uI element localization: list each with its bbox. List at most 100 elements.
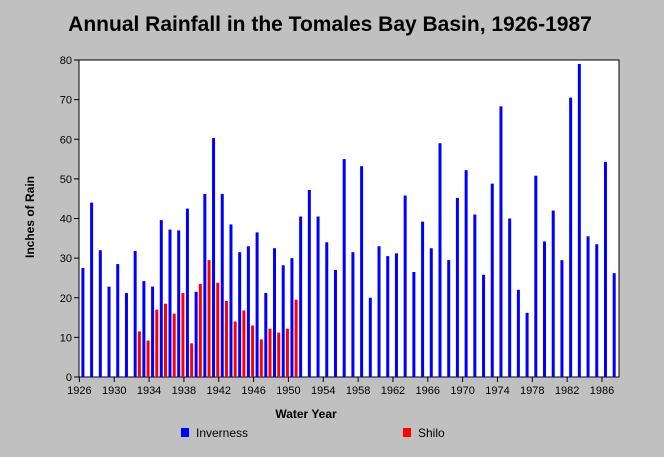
bar-inverness-1980 — [551, 210, 555, 377]
y-axis-label: Inches of Rain — [23, 176, 37, 258]
bar-inverness-1946 — [255, 232, 259, 377]
bar-inverness-1949 — [281, 265, 285, 377]
y-tick-label: 10 — [60, 332, 72, 344]
y-tick-label: 70 — [60, 95, 72, 107]
bar-inverness-1961 — [386, 256, 390, 377]
bar-inverness-1985 — [595, 244, 599, 377]
bar-shilo-1939 — [190, 343, 194, 377]
legend-swatch-shilo — [403, 428, 411, 437]
bar-shilo-1942 — [216, 282, 220, 377]
x-tick-label: 1978 — [520, 385, 544, 397]
bar-shilo-1948 — [268, 328, 272, 377]
bar-inverness-1964 — [412, 271, 416, 377]
bar-inverness-1947 — [264, 293, 268, 377]
x-tick-label: 1926 — [67, 385, 91, 397]
legend: Inverness Shilo — [181, 426, 445, 440]
bar-inverness-1979 — [543, 241, 547, 377]
bar-shilo-1946 — [251, 325, 255, 377]
x-tick-label: 1966 — [416, 385, 440, 397]
bar-inverness-1926 — [81, 268, 85, 377]
bar-inverness-1983 — [577, 63, 581, 378]
x-tick-label: 1942 — [207, 385, 231, 397]
legend-label-inverness: Inverness — [196, 426, 248, 440]
x-tick-label: 1982 — [555, 385, 579, 397]
bar-inverness-1941 — [212, 138, 216, 377]
chart-title: Annual Rainfall in the Tomales Bay Basin… — [68, 13, 592, 36]
y-tick-label: 30 — [60, 253, 72, 265]
bar-inverness-1972 — [482, 274, 486, 377]
bar-inverness-1954 — [325, 242, 329, 377]
bar-inverness-1930 — [116, 264, 120, 377]
bar-shilo-1936 — [164, 303, 167, 377]
bar-inverness-1948 — [273, 248, 277, 377]
bar-inverness-1987 — [612, 273, 616, 377]
bar-inverness-1969 — [455, 197, 459, 377]
bar-shilo-1947 — [259, 339, 263, 377]
bar-inverness-1935 — [159, 220, 163, 377]
bar-inverness-1943 — [229, 224, 233, 377]
bar-shilo-1950 — [285, 328, 289, 377]
bar-inverness-1950 — [290, 258, 294, 378]
bar-shilo-1945 — [242, 310, 246, 377]
x-tick-label: 1934 — [137, 385, 161, 397]
bar-inverness-1927 — [90, 202, 94, 377]
bar-inverness-1959 — [368, 297, 372, 377]
bar-inverness-1967 — [438, 143, 442, 377]
bar-inverness-1974 — [499, 106, 503, 378]
bar-inverness-1965 — [421, 221, 425, 377]
bar-inverness-1938 — [185, 208, 189, 377]
bar-inverness-1970 — [464, 170, 468, 377]
bar-inverness-1960 — [377, 246, 381, 377]
bar-inverness-1982 — [569, 97, 573, 377]
bar-shilo-1940 — [198, 283, 202, 377]
bar-shilo-1937 — [172, 313, 176, 377]
bar-shilo-1935 — [155, 309, 159, 377]
bar-inverness-1937 — [177, 230, 181, 377]
bar-shilo-1943 — [224, 300, 228, 377]
x-axis-label: Water Year — [275, 407, 337, 421]
bar-inverness-1971 — [473, 214, 477, 377]
bar-inverness-1933 — [142, 281, 146, 377]
bar-inverness-1977 — [525, 312, 529, 377]
bar-inverness-1951 — [299, 216, 303, 377]
bar-inverness-1955 — [333, 270, 337, 377]
bar-inverness-1939 — [194, 291, 198, 377]
bar-inverness-1957 — [351, 252, 355, 377]
bar-inverness-1968 — [447, 260, 451, 377]
bar-inverness-1956 — [342, 159, 346, 377]
x-tick-label: 1970 — [450, 385, 474, 397]
bar-inverness-1973 — [490, 183, 494, 377]
bar-shilo-1941 — [207, 260, 211, 377]
bar-shilo-1933 — [137, 331, 141, 377]
y-tick-label: 60 — [60, 134, 72, 146]
bar-inverness-1928 — [98, 250, 102, 377]
y-tick-label: 80 — [60, 55, 72, 67]
bar-inverness-1958 — [360, 166, 364, 377]
x-tick-label: 1974 — [485, 385, 509, 397]
bar-inverness-1932 — [133, 250, 137, 377]
bar-inverness-1940 — [203, 193, 207, 377]
y-tick-label: 40 — [60, 214, 72, 226]
bar-inverness-1986 — [603, 161, 607, 377]
x-tick-label: 1938 — [172, 385, 196, 397]
x-tick-label: 1962 — [381, 385, 405, 397]
y-tick-label: 0 — [66, 372, 72, 384]
bar-inverness-1945 — [246, 246, 250, 377]
y-tick-label: 20 — [60, 293, 72, 305]
bars-group — [81, 63, 616, 378]
bar-inverness-1984 — [586, 236, 590, 377]
bar-inverness-1981 — [560, 260, 564, 377]
y-axis: 0 10 20 30 40 50 60 70 80 — [60, 55, 79, 384]
bar-shilo-1949 — [277, 332, 281, 377]
bar-inverness-1929 — [107, 286, 111, 377]
bar-inverness-1963 — [403, 195, 407, 377]
bar-shilo-1951 — [294, 299, 298, 377]
bar-inverness-1978 — [534, 175, 538, 377]
legend-label-shilo: Shilo — [418, 426, 445, 440]
bar-inverness-1962 — [394, 253, 398, 377]
bar-shilo-1944 — [233, 321, 237, 377]
bar-shilo-1934 — [146, 340, 150, 377]
x-tick-label: 1986 — [590, 385, 614, 397]
bar-inverness-1944 — [238, 252, 242, 377]
